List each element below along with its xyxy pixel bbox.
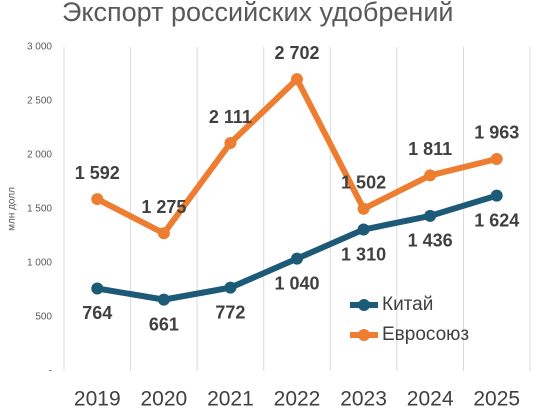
legend-label: Евросоюз: [382, 324, 469, 345]
x-tick-label: 2024: [407, 388, 454, 409]
point: [357, 202, 370, 215]
data-label: 1 811: [408, 139, 452, 159]
data-label: 1 502: [341, 173, 386, 193]
legend-label: Китай: [382, 294, 433, 315]
y-tick-label: 500: [35, 312, 52, 323]
point: [157, 293, 170, 306]
point: [91, 282, 104, 295]
y-axis-label: млн долл: [7, 187, 18, 231]
data-label: 1 963: [474, 123, 519, 143]
legend-marker: [358, 299, 370, 311]
point: [224, 281, 237, 294]
point: [91, 193, 104, 206]
point: [157, 227, 170, 240]
data-label: 1 436: [408, 231, 453, 251]
x-tick-label: 2019: [74, 388, 121, 409]
data-label: 1 040: [274, 273, 319, 293]
point: [424, 169, 437, 182]
point: [224, 137, 237, 150]
chart-title: Экспорт российских удобрений: [62, 0, 454, 27]
y-tick-label: 3 000: [27, 42, 52, 53]
data-label: 2 702: [274, 43, 319, 63]
point: [490, 189, 503, 202]
x-tick-label: 2022: [274, 388, 321, 409]
data-label: 764: [82, 303, 112, 323]
point: [424, 209, 437, 222]
point: [291, 73, 303, 86]
data-label: 2 111: [209, 107, 252, 127]
data-label: 772: [215, 302, 245, 322]
data-label: 1 310: [341, 244, 386, 264]
data-label: 1 275: [141, 197, 186, 217]
y-tick-label: 1 000: [27, 258, 52, 269]
point: [291, 252, 303, 265]
data-label: 661: [149, 314, 179, 334]
y-tick-label: 2 500: [27, 96, 52, 107]
y-tick-label: -: [49, 366, 52, 377]
y-tick-label: 2 000: [27, 150, 52, 161]
x-tick-label: 2020: [140, 388, 187, 409]
x-tick-label: 2025: [473, 388, 520, 409]
legend-marker: [358, 329, 370, 341]
y-tick-label: 1 500: [27, 204, 52, 215]
point: [357, 223, 370, 236]
data-label: 1 592: [75, 163, 120, 183]
data-label: 1 624: [474, 210, 519, 230]
point: [490, 152, 503, 165]
x-tick-label: 2021: [207, 388, 254, 409]
x-tick-label: 2023: [340, 388, 387, 409]
